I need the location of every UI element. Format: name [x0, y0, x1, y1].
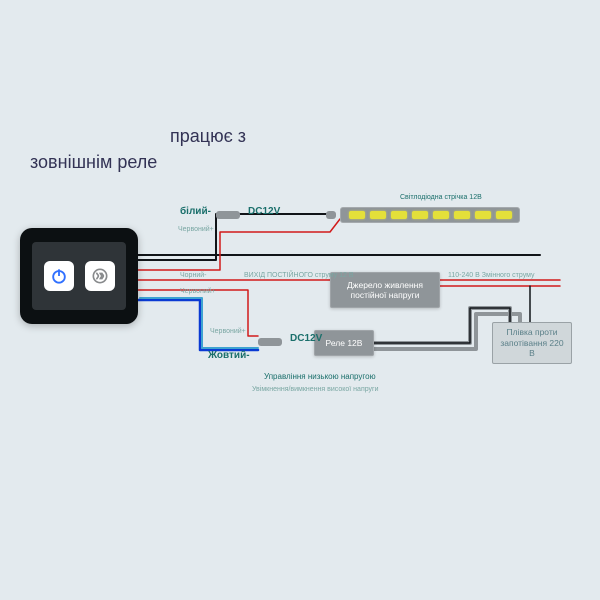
label-high_v: Увімкнення/вимкнення високої напруги — [252, 386, 379, 393]
film-label: Плівка проти запотівання 220 В — [499, 327, 565, 359]
film-block: Плівка проти запотівання 220 В — [492, 322, 572, 364]
led-strip-connector — [326, 211, 336, 219]
device-screen — [32, 242, 126, 310]
led-segment — [454, 211, 470, 219]
led-segment — [412, 211, 428, 219]
led-segment — [349, 211, 365, 219]
defog-button[interactable] — [85, 261, 115, 291]
dc-connector-bottom — [258, 338, 282, 346]
label-red_plus_3: Червоний+ — [210, 328, 246, 335]
led-segment — [370, 211, 386, 219]
label-dc_bus: ВИХІД ПОСТІЙНОГО струму 12 В — [244, 272, 354, 279]
label-white_minus: білий- — [180, 206, 211, 217]
led-strip-label: Світлодіодна стрічка 12В — [400, 194, 482, 201]
power-icon — [49, 266, 69, 286]
label-red_plus_1: Червоний+ — [178, 226, 214, 233]
label-yellow_minus: Жовтий- — [208, 350, 250, 361]
led-segment — [433, 211, 449, 219]
label-low_v: Управління низькою напругою — [264, 372, 376, 381]
label-dc12v_bot: DC12V — [290, 333, 322, 344]
relay-block: Реле 12В — [314, 330, 374, 356]
led-segment — [475, 211, 491, 219]
label-black_minus: Чорний- — [180, 272, 206, 279]
power-button[interactable] — [44, 261, 74, 291]
dc-connector-top — [216, 211, 240, 219]
label-red_plus_2: Червоний+ — [180, 288, 216, 295]
label-dc12v_top: DC12V — [248, 206, 280, 217]
led-segment — [391, 211, 407, 219]
relay-label: Реле 12В — [326, 338, 363, 348]
led-strip — [340, 207, 520, 223]
psu-label: Джерело живлення постійної напруги — [334, 280, 436, 300]
defog-icon — [90, 266, 110, 286]
led-segment — [496, 211, 512, 219]
label-ac_bus: 110-240 В Змінного струму — [448, 272, 535, 279]
controller-device — [20, 228, 138, 324]
